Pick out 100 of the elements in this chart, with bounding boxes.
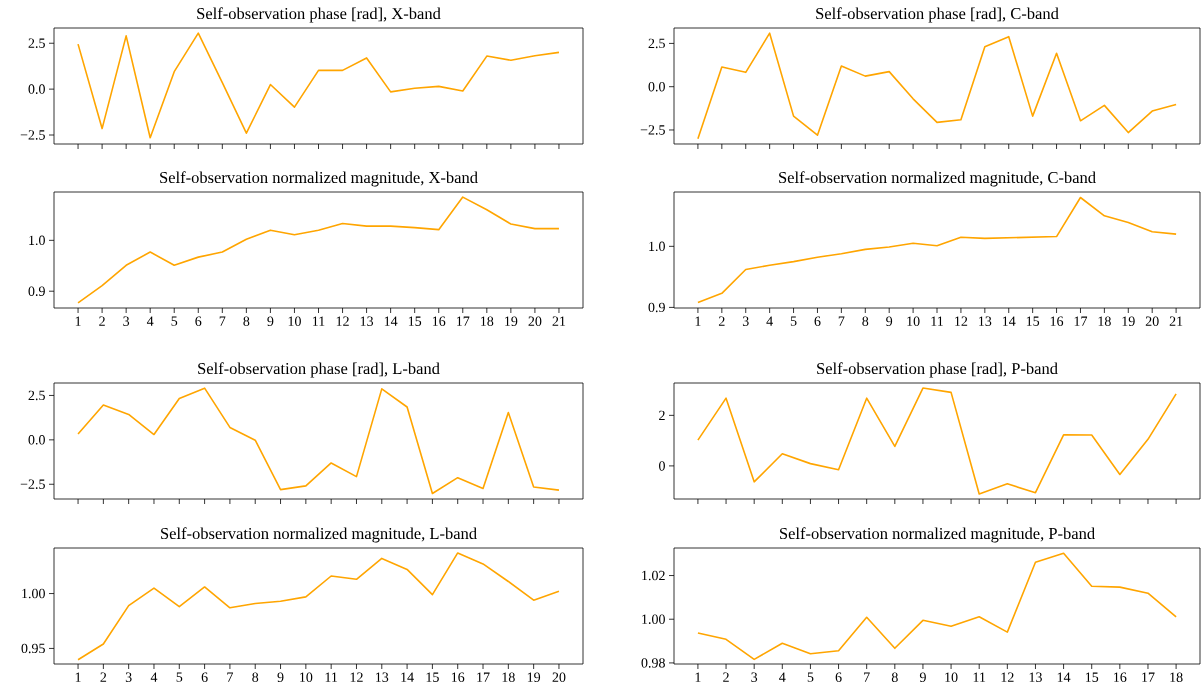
x-tick-label: 9: [919, 672, 926, 682]
x-tick-label: 18: [1098, 316, 1111, 326]
y-tick-label: 1.0: [649, 241, 665, 252]
x-tick-label: 5: [807, 672, 814, 682]
y-tick-label: 1.00: [22, 588, 45, 599]
y-tick-label: 0.9: [28, 286, 45, 296]
y-tick-label: 0: [659, 461, 665, 471]
x-tick-label: 13: [360, 316, 374, 326]
x-tick-label: 13: [979, 316, 992, 326]
x-tick-label: 9: [886, 316, 893, 326]
x-tick-label: 15: [408, 316, 422, 326]
line-series: [77, 196, 560, 304]
x-tick-label: 19: [505, 316, 518, 326]
chart-title: Self-observation phase [rad], L-band: [198, 362, 440, 378]
x-tick-label: 20: [1145, 316, 1159, 326]
x-tick-label: 11: [931, 316, 943, 326]
x-tick-label: 18: [502, 672, 515, 682]
x-tick-label: 3: [751, 672, 758, 682]
x-tick-label: 15: [426, 672, 439, 682]
x-tick-label: 16: [1114, 672, 1127, 682]
x-tick-label: 3: [742, 316, 749, 326]
x-tick-label: 16: [432, 316, 446, 326]
x-tick-label: 13: [1029, 672, 1042, 682]
chart-title: Self-observation normalized magnitude, L-band: [161, 527, 477, 543]
y-tick-label: 0.9: [648, 302, 665, 313]
x-tick-label: 11: [312, 316, 325, 326]
x-tick-label: 10: [300, 672, 313, 682]
x-tick-label: 12: [336, 316, 349, 326]
x-tick-label: 5: [171, 316, 178, 326]
x-tick-label: 12: [350, 672, 363, 682]
x-tick-label: 4: [779, 672, 786, 682]
x-tick-label: 18: [481, 316, 494, 326]
y-tick-label: 0.0: [28, 84, 45, 94]
line-series: [697, 32, 1177, 140]
y-tick-label: 0.0: [28, 435, 45, 445]
x-tick-label: 8: [252, 672, 259, 682]
y-tick-label: −2.5: [20, 479, 45, 489]
x-tick-label: 15: [1026, 316, 1040, 326]
y-tick-label: 1.0: [29, 235, 45, 246]
y-tick-label: 1.00: [642, 614, 665, 624]
chart-title: Self-observation normalized magnitude, P-band: [780, 527, 1095, 543]
x-tick-label: 6: [195, 316, 202, 326]
line-series: [697, 387, 1177, 495]
x-tick-label: 2: [100, 672, 107, 682]
x-tick-label: 16: [1050, 316, 1064, 326]
chart-title: Self-observation phase [rad], P-band: [817, 362, 1058, 378]
x-tick-label: 4: [150, 672, 158, 682]
x-tick-label: 6: [814, 316, 821, 326]
x-tick-label: 1: [695, 316, 701, 326]
x-tick-label: 18: [1170, 672, 1183, 682]
y-tick-label: 2.5: [28, 38, 45, 48]
x-tick-label: 7: [838, 316, 845, 326]
x-tick-label: 1: [75, 316, 81, 326]
x-tick-label: 1: [695, 672, 701, 682]
chart-title: Self-observation phase [rad], C-band: [816, 7, 1059, 23]
x-tick-label: 7: [219, 316, 226, 326]
line-series: [77, 387, 560, 495]
x-tick-label: 17: [457, 316, 470, 326]
x-tick-label: 7: [864, 672, 870, 682]
x-tick-label: 5: [176, 672, 183, 682]
line-series: [77, 552, 560, 661]
x-tick-label: 2: [718, 316, 725, 326]
x-tick-label: 21: [552, 316, 566, 326]
x-tick-label: 9: [267, 316, 274, 326]
y-tick-label: 0.98: [641, 658, 665, 668]
chart-title: Self-observation normalized magnitude, C-band: [779, 171, 1096, 187]
y-tick-label: −2.5: [640, 125, 665, 135]
x-tick-label: 14: [1002, 316, 1016, 326]
x-tick-label: 7: [227, 672, 234, 682]
x-tick-label: 17: [477, 672, 490, 682]
x-tick-label: 19: [1122, 316, 1135, 326]
x-tick-label: 9: [277, 672, 284, 682]
x-tick-label: 1: [75, 672, 81, 682]
x-tick-label: 10: [288, 316, 301, 326]
x-tick-label: 11: [325, 672, 338, 682]
x-tick-label: 19: [527, 672, 541, 682]
x-tick-label: 8: [891, 672, 898, 682]
x-tick-label: 15: [1085, 672, 1099, 682]
x-tick-label: 16: [451, 672, 465, 682]
x-tick-label: 20: [552, 672, 566, 682]
chart-title: Self-observation phase [rad], X-band: [197, 7, 441, 23]
x-tick-label: 4: [146, 316, 154, 326]
x-tick-label: 8: [862, 316, 869, 326]
y-tick-label: 2.5: [648, 38, 665, 49]
x-tick-label: 3: [125, 672, 132, 682]
x-tick-label: 10: [945, 672, 958, 682]
x-tick-label: 11: [973, 672, 986, 682]
line-series: [77, 32, 560, 139]
x-tick-label: 14: [1057, 672, 1071, 682]
x-tick-label: 6: [201, 672, 208, 682]
y-tick-label: 0.95: [21, 643, 45, 654]
y-tick-label: −2.5: [20, 130, 45, 140]
x-tick-label: 12: [955, 316, 968, 326]
x-tick-label: 12: [1001, 672, 1014, 682]
x-tick-label: 14: [384, 316, 398, 326]
y-tick-label: 2.5: [28, 390, 45, 401]
x-tick-label: 4: [766, 316, 773, 326]
x-tick-label: 8: [243, 316, 250, 326]
x-tick-label: 2: [99, 316, 105, 326]
y-tick-label: 2: [659, 410, 665, 420]
